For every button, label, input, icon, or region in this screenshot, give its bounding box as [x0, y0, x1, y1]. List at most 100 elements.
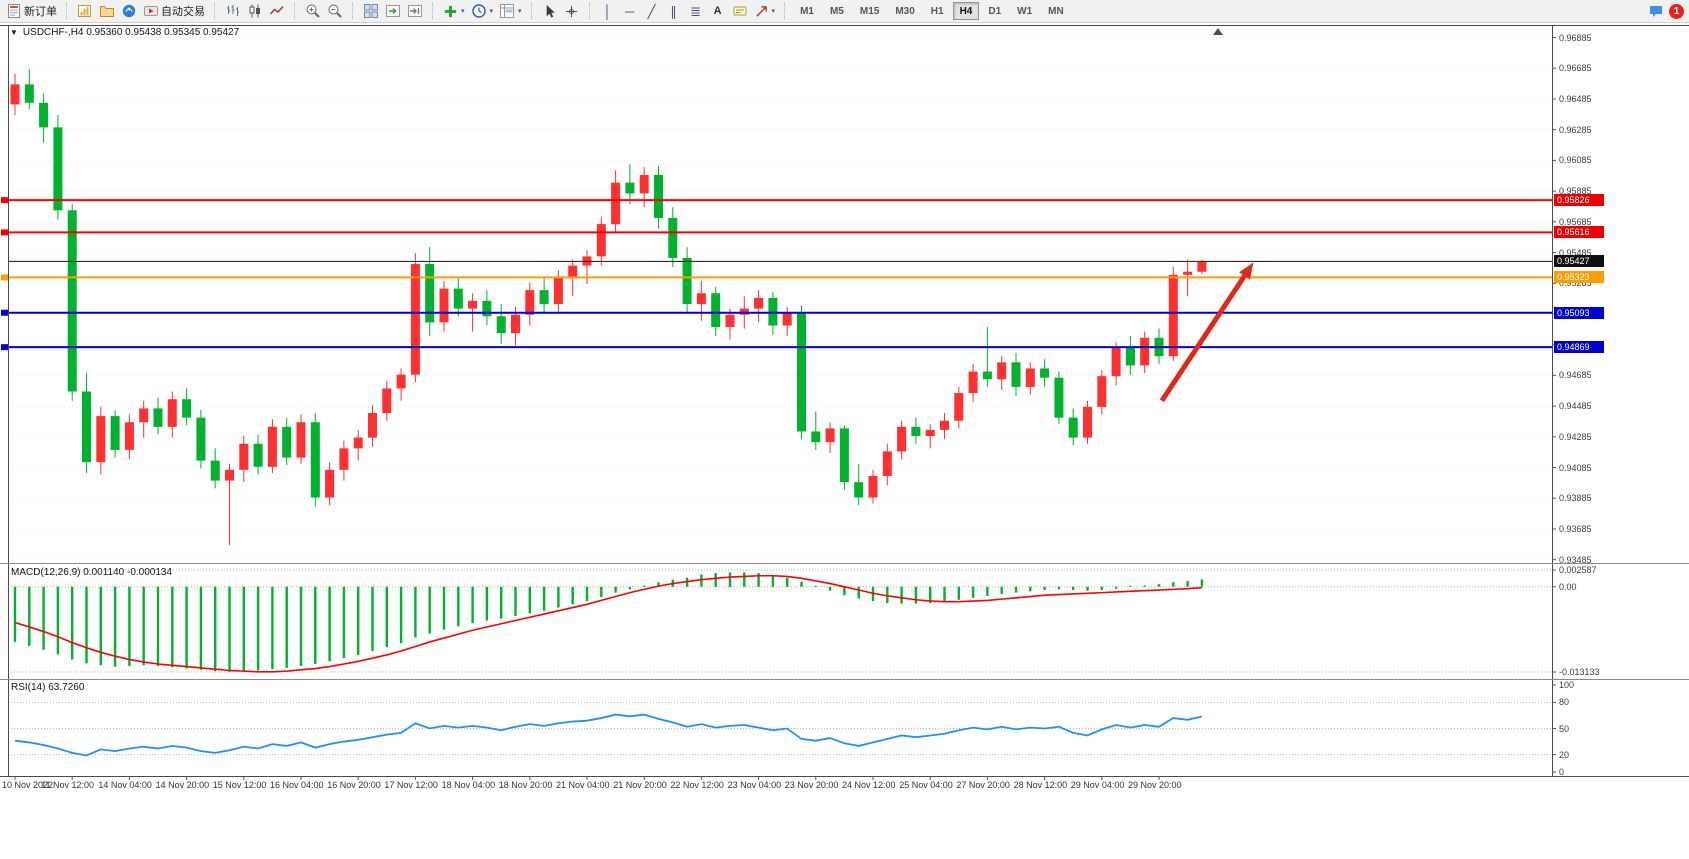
- channel-button[interactable]: ∥: [663, 1, 685, 21]
- chat-bubble-icon[interactable]: [1648, 3, 1664, 19]
- candle: [611, 182, 621, 225]
- timeframe-d1-button[interactable]: D1: [981, 2, 1008, 20]
- autotrading-icon: [144, 6, 158, 16]
- add-indicator-icon: [444, 5, 457, 17]
- timeframe-w1-button[interactable]: W1: [1010, 2, 1039, 20]
- candle: [310, 422, 320, 498]
- zoom-out-button[interactable]: [324, 1, 346, 21]
- candle: [596, 224, 606, 257]
- vertical-line-button[interactable]: │: [597, 1, 619, 21]
- horizontal-line-button[interactable]: ─: [619, 1, 641, 21]
- vertical-line-icon: │: [603, 3, 612, 19]
- macd-signal-line: [14, 574, 1202, 673]
- toolbar: 新订单 自动交易: [0, 0, 1689, 23]
- crosshair-button[interactable]: [561, 1, 583, 21]
- candle: [382, 388, 392, 414]
- text-button[interactable]: A: [707, 1, 729, 21]
- candle: [482, 300, 492, 317]
- candle: [639, 174, 649, 194]
- toolbar-group-app: 自动交易: [74, 0, 208, 22]
- timeframe-mn-button[interactable]: MN: [1041, 2, 1071, 20]
- arrows-button[interactable]: ▾: [751, 1, 779, 21]
- candle: [839, 428, 849, 483]
- notification-badge[interactable]: 1: [1669, 3, 1684, 19]
- trendline-icon: ╱: [647, 3, 656, 19]
- candle: [1111, 346, 1121, 377]
- tile-windows-button[interactable]: [360, 1, 382, 21]
- new-chart-button[interactable]: [74, 1, 96, 21]
- candle: [1197, 261, 1207, 272]
- timeframe-h1-button[interactable]: H1: [924, 2, 951, 20]
- candle: [339, 448, 349, 470]
- trend-arrow[interactable]: [1159, 262, 1254, 403]
- candle: [568, 265, 578, 278]
- candle: [167, 399, 177, 427]
- timeframe-m5-button[interactable]: M5: [823, 2, 851, 20]
- periods-button[interactable]: ▾: [468, 1, 497, 21]
- autotrading-button[interactable]: 自动交易: [140, 1, 208, 21]
- candle: [1083, 406, 1092, 438]
- candle: [410, 264, 420, 375]
- candle: [925, 429, 935, 437]
- rsi-pane: [8, 701, 1552, 757]
- toolbar-separator: [352, 3, 357, 19]
- timeframe-h4-button[interactable]: H4: [952, 2, 980, 20]
- chart-shift-button[interactable]: [404, 1, 426, 21]
- candle: [239, 443, 249, 470]
- toolbar-separator: [294, 3, 299, 19]
- candle: [39, 102, 49, 128]
- new-order-button[interactable]: 新订单: [3, 1, 60, 21]
- bar-chart-button[interactable]: [222, 1, 244, 21]
- candle: [1168, 274, 1178, 357]
- zoom-out-icon: [328, 4, 342, 18]
- templates-button[interactable]: ▾: [496, 1, 525, 21]
- candle: [1125, 346, 1135, 366]
- trend-arrow-shaft[interactable]: [1159, 274, 1247, 403]
- trend-arrow-head[interactable]: [1239, 262, 1254, 280]
- candle: [439, 288, 449, 323]
- text-label-icon: [733, 6, 747, 16]
- toolbar-group-indicators: ▾ ▾ ▾: [440, 0, 525, 22]
- candle: [911, 426, 921, 437]
- zoom-in-button[interactable]: [302, 1, 324, 21]
- candlestick-chart-icon: [249, 4, 260, 18]
- candlestick-chart-button[interactable]: [244, 1, 266, 21]
- resistance-line-2-anchor[interactable]: [1, 229, 8, 236]
- trendline-button[interactable]: ╱: [641, 1, 663, 21]
- autotrading-label: 自动交易: [161, 6, 205, 18]
- candle: [954, 393, 964, 421]
- chevron-down-icon: ▾: [489, 7, 494, 15]
- candle: [1040, 368, 1050, 378]
- candle: [139, 408, 149, 423]
- cursor-button[interactable]: [539, 1, 561, 21]
- indicators-button[interactable]: ▾: [440, 1, 468, 21]
- candle: [24, 84, 34, 103]
- toolbar-separator: [588, 3, 594, 19]
- auto-scroll-button[interactable]: [382, 1, 404, 21]
- horizontal-line-icon: ─: [624, 3, 635, 19]
- candle: [153, 408, 163, 427]
- community-button[interactable]: [118, 1, 140, 21]
- template-icon: [500, 4, 515, 18]
- resistance-line-1-anchor[interactable]: [1, 197, 8, 204]
- candle: [110, 416, 120, 450]
- one-click-trading-toggle-icon[interactable]: ▼: [10, 28, 18, 37]
- toolbar-group-timeframes: M1 M5 M15 M30 H1 H4 D1 W1 MN: [792, 0, 1072, 22]
- timeframe-m15-button[interactable]: M15: [853, 2, 886, 20]
- text-label-button[interactable]: [729, 1, 751, 21]
- support-line-2-anchor[interactable]: [1, 344, 8, 351]
- profiles-button[interactable]: [96, 1, 118, 21]
- pivot-line-anchor[interactable]: [1, 274, 8, 281]
- candle: [353, 437, 363, 449]
- timeframe-m30-button[interactable]: M30: [888, 2, 921, 20]
- support-line-1-anchor[interactable]: [1, 309, 8, 316]
- candle: [196, 417, 206, 461]
- candle: [811, 431, 821, 443]
- fibonacci-button[interactable]: ≣: [685, 1, 707, 21]
- candle: [882, 451, 892, 476]
- line-chart-button[interactable]: [266, 1, 288, 21]
- timeframe-m1-button[interactable]: M1: [793, 2, 821, 20]
- candle: [1054, 377, 1064, 418]
- candle: [654, 174, 663, 218]
